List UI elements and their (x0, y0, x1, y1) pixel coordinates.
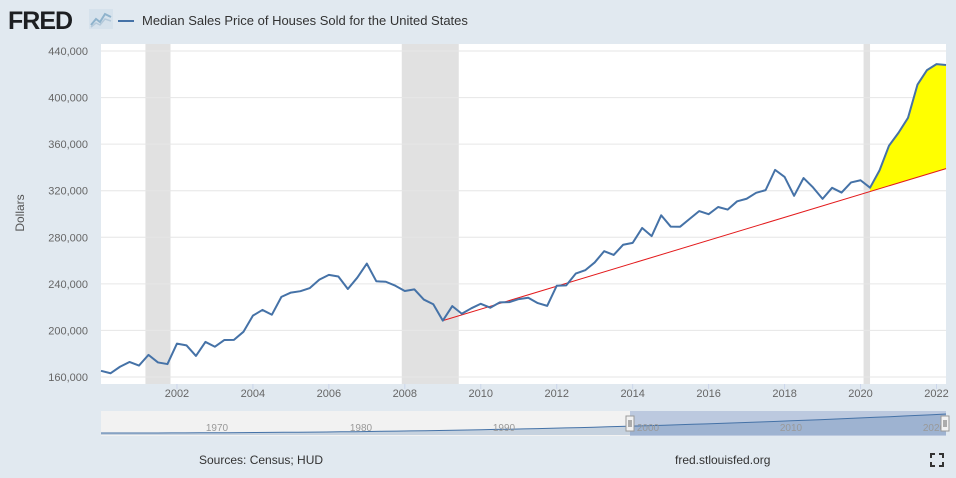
source-note: Sources: Census; HUD (199, 453, 324, 467)
gridlines (101, 50, 946, 378)
trend-line (442, 168, 947, 322)
navigator-tick-labels: 1970 1980 1990 2000 2010 2020 (206, 423, 946, 434)
y-tick-label: 280,000 (48, 232, 88, 244)
recession-band (145, 44, 171, 384)
legend-label: Median Sales Price of Houses Sold for th… (142, 13, 468, 28)
y-tick-label: 320,000 (48, 186, 88, 198)
navigator-tick-label: 2020 (923, 423, 946, 434)
x-tick-label: 2006 (317, 388, 341, 400)
navigator-tick-label: 2010 (780, 423, 803, 434)
y-axis-title: Dollars (13, 194, 27, 231)
fred-chart-icon (89, 9, 113, 29)
x-tick-label: 2016 (696, 388, 720, 400)
y-tick-label: 400,000 (48, 93, 88, 105)
navigator-area (101, 414, 946, 435)
navigator-tick-label: 1990 (493, 423, 516, 434)
x-tick-label: 2022 (924, 388, 948, 400)
fullscreen-icon[interactable] (930, 453, 944, 467)
x-tick-label: 2018 (772, 388, 796, 400)
x-tick-label: 2004 (241, 388, 265, 400)
x-tick-label: 2002 (165, 388, 189, 400)
navigator-selection[interactable] (630, 411, 946, 436)
navigator-handle-left[interactable] (625, 415, 635, 432)
navigator-handle-right[interactable] (940, 415, 950, 432)
range-navigator[interactable]: 1970 1980 1990 2000 2010 2020 (101, 411, 950, 436)
navigator-series (101, 413, 947, 435)
series-lines (100, 63, 947, 375)
y-tick-label: 440,000 (48, 46, 88, 58)
navigator-tick-label: 1980 (350, 423, 373, 434)
series-line[interactable] (100, 63, 947, 375)
y-tick-label: 200,000 (48, 325, 88, 337)
x-tick-label: 2008 (393, 388, 417, 400)
highlight-area (870, 64, 946, 192)
x-tick-labels: 2002 2004 2006 2008 2010 2012 2014 2016 2018 2020… (165, 384, 949, 400)
recession-band (401, 44, 459, 384)
site-link[interactable]: fred.stlouisfed.org (675, 453, 771, 467)
chart-legend[interactable]: Median Sales Price of Houses Sold for th… (118, 13, 468, 28)
legend-swatch (118, 19, 134, 22)
x-tick-label: 2010 (469, 388, 493, 400)
fred-logo[interactable]: FRED (8, 7, 73, 35)
x-tick-label: 2014 (620, 388, 644, 400)
x-tick-label: 2012 (544, 388, 568, 400)
y-tick-labels: 160,000 200,000 240,000 280,000 320,000 360,0… (48, 46, 88, 384)
y-tick-label: 160,000 (48, 372, 88, 384)
trend-line-path (442, 168, 947, 322)
plot-background (101, 44, 946, 384)
navigator-tick-label: 2000 (637, 423, 660, 434)
recession-bands (145, 44, 871, 384)
recession-band (863, 44, 871, 384)
highlight-fill (870, 64, 946, 192)
y-tick-label: 240,000 (48, 279, 88, 291)
chart-header: FRED Median Sales Price of Houses Sold f… (0, 0, 956, 44)
x-tick-label: 2020 (848, 388, 872, 400)
y-tick-label: 360,000 (48, 139, 88, 151)
navigator-tick-label: 1970 (206, 423, 229, 434)
navigator-line (101, 413, 947, 434)
